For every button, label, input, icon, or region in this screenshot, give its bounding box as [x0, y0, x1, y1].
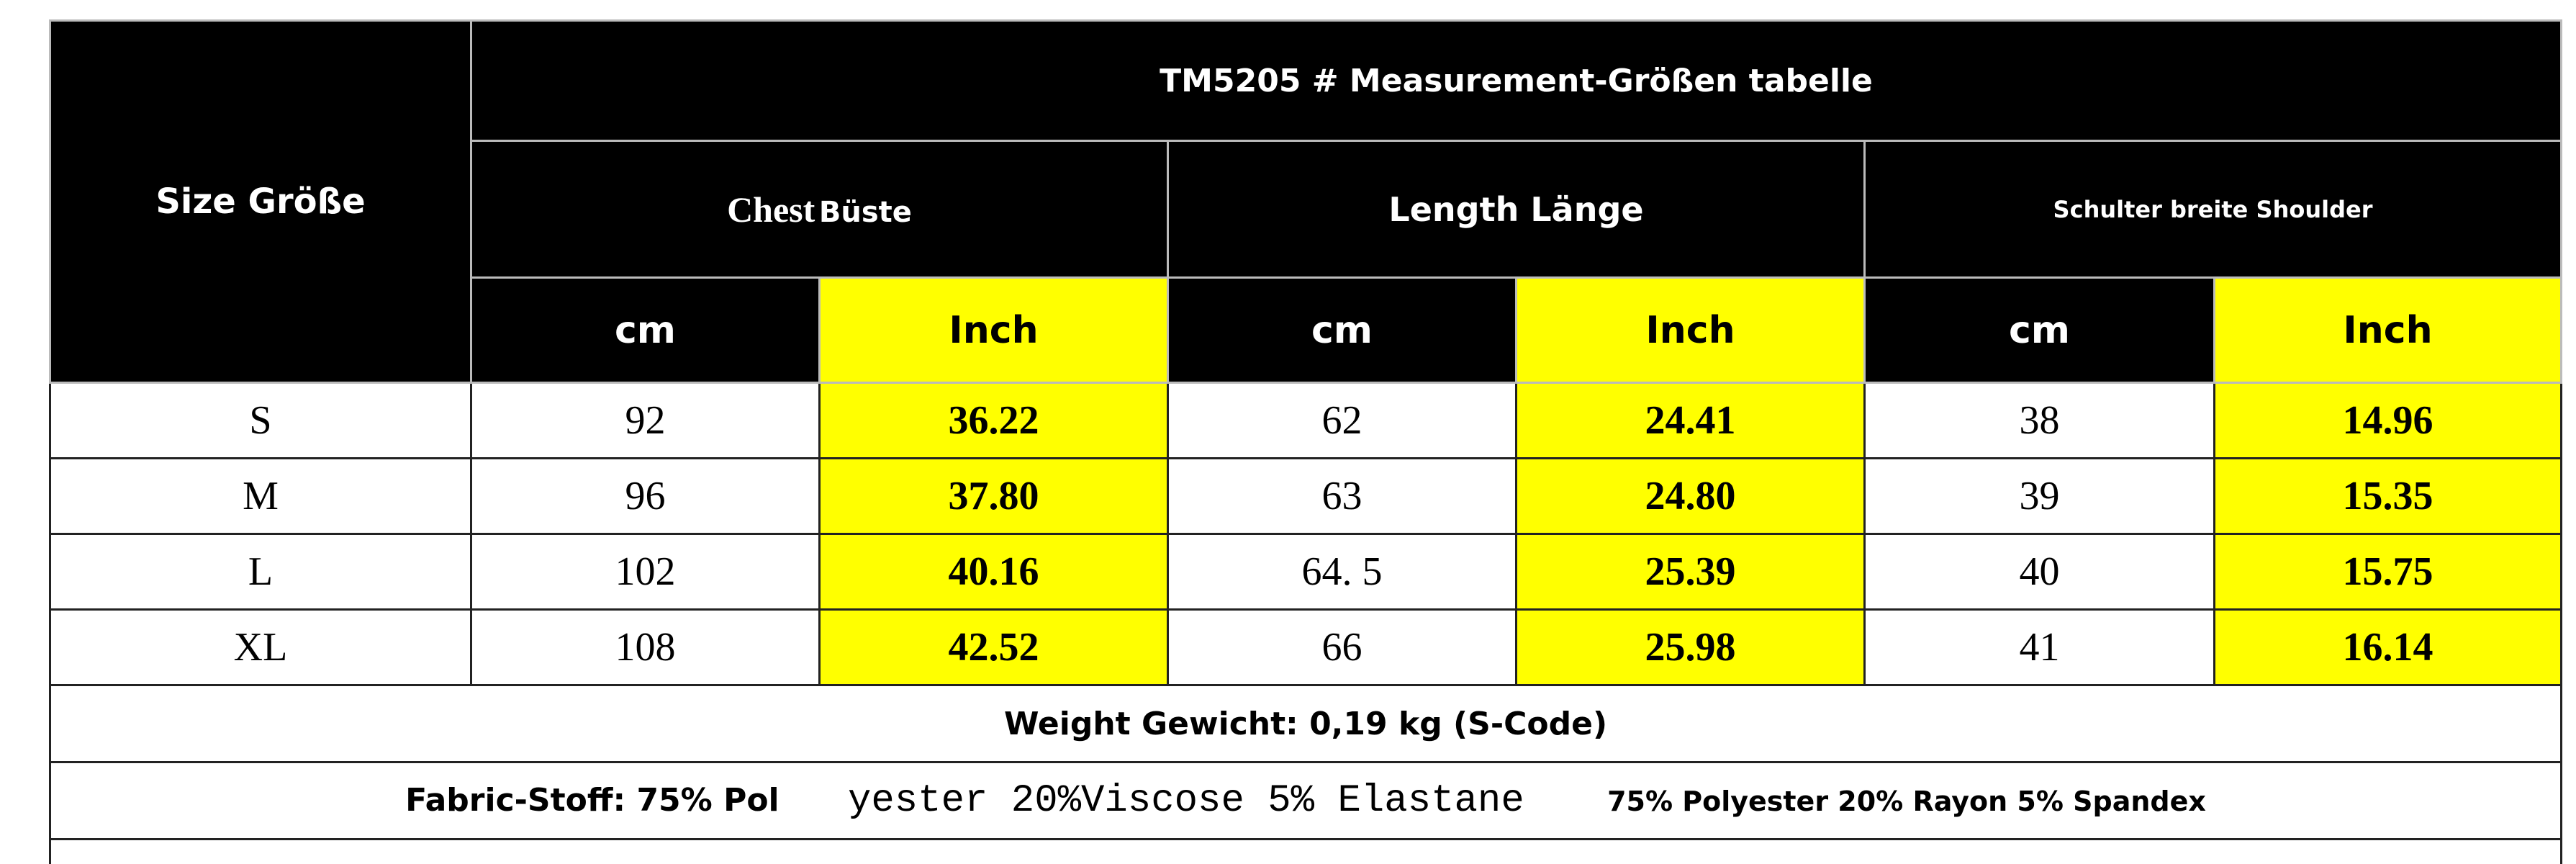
size-cell: L — [49, 533, 472, 611]
fabric-note: Fabric-Stoff: 75% Pol yester 20%Viscose … — [48, 761, 2563, 840]
footer-row — [48, 838, 2563, 864]
fabric-part: Fabric-Stoff: 75% Pol — [405, 781, 779, 819]
value-cell: 40.16 — [818, 533, 1169, 611]
value-cell: 66 — [1167, 608, 1517, 686]
size-cell: XL — [49, 608, 472, 686]
weight-note: Weight Gewicht: 0,19 kg (S-Code) — [48, 684, 2563, 763]
value-cell: 63 — [1167, 457, 1517, 535]
value-cell: 108 — [470, 608, 821, 686]
fabric-part: 75% Polyester 20% Rayon 5% Spandex — [1607, 785, 2206, 817]
value-cell: 25.39 — [1515, 533, 1866, 611]
value-cell: 15.35 — [2213, 457, 2563, 535]
value-cell: 102 — [470, 533, 821, 611]
unit-header: cm — [1863, 276, 2215, 384]
unit-header: Inch — [2213, 276, 2563, 384]
value-cell: 37.80 — [818, 457, 1169, 535]
shoulder-header: Schulter breite Shoulder — [1863, 140, 2563, 279]
value-cell: 14.96 — [2213, 382, 2563, 459]
value-cell: 15.75 — [2213, 533, 2563, 611]
value-cell: 36.22 — [818, 382, 1169, 459]
value-cell: 24.80 — [1515, 457, 1866, 535]
value-cell: 42.52 — [818, 608, 1169, 686]
table-row: S 92 36.22 62 24.41 38 14.96 — [49, 382, 2563, 459]
value-cell: 39 — [1863, 457, 2215, 535]
value-cell: 41 — [1863, 608, 2215, 686]
size-header: Size Größe — [49, 19, 472, 384]
unit-header: cm — [1167, 276, 1517, 384]
value-cell: 38 — [1863, 382, 2215, 459]
table-row: L 102 40.16 64. 5 25.39 40 15.75 — [49, 533, 2563, 611]
value-cell: 24.41 — [1515, 382, 1866, 459]
chest-header: Chest Büste — [470, 140, 1169, 279]
unit-header: cm — [470, 276, 821, 384]
chest-label-de: Büste — [818, 195, 912, 229]
size-table: Size Größe TM5205 # Measurement-Größen t… — [48, 19, 2563, 864]
chest-label: Chest — [727, 189, 815, 230]
size-cell: S — [49, 382, 472, 459]
table-row: M 96 37.80 63 24.80 39 15.35 — [49, 457, 2563, 535]
value-cell: 96 — [470, 457, 821, 535]
value-cell: 92 — [470, 382, 821, 459]
size-cell: M — [49, 457, 472, 535]
table-row: XL 108 42.52 66 25.98 41 16.14 — [49, 608, 2563, 686]
value-cell: 64. 5 — [1167, 533, 1517, 611]
value-cell: 16.14 — [2213, 608, 2563, 686]
value-cell: 62 — [1167, 382, 1517, 459]
unit-header: Inch — [1515, 276, 1866, 384]
length-header: Length Länge — [1167, 140, 1866, 279]
value-cell: 40 — [1863, 533, 2215, 611]
unit-header: Inch — [818, 276, 1169, 384]
value-cell: 25.98 — [1515, 608, 1866, 686]
fabric-part: yester 20%Viscose 5% Elastane — [847, 778, 1524, 823]
table-title: TM5205 # Measurement-Größen tabelle — [469, 19, 2563, 142]
